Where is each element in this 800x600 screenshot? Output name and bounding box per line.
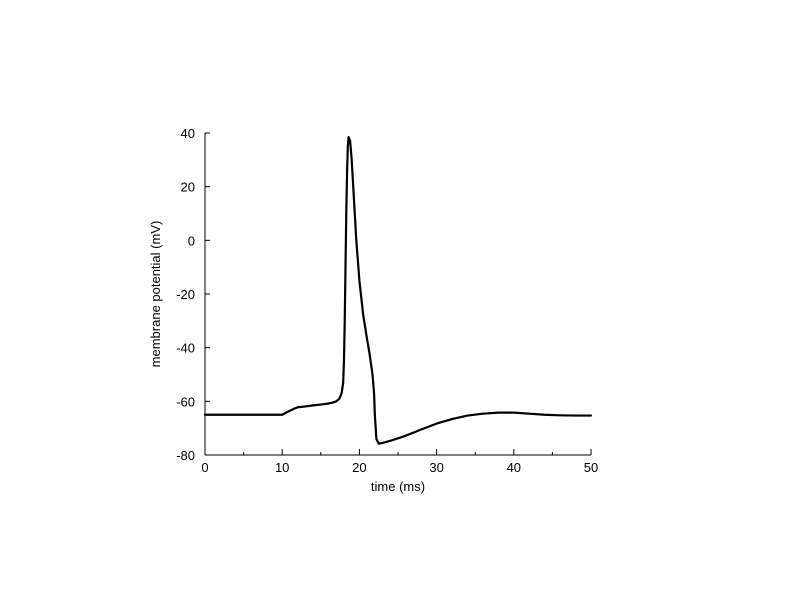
- y-axis-label: membrane potential (mV): [148, 221, 163, 368]
- y-tick-label: -40: [176, 341, 195, 356]
- x-tick-label: 20: [352, 460, 366, 475]
- y-tick-label: 0: [188, 233, 195, 248]
- x-tick-label: 50: [584, 460, 598, 475]
- axes: [204, 133, 591, 456]
- x-axis-label: time (ms): [371, 479, 425, 494]
- x-tick-label: 30: [429, 460, 443, 475]
- x-tick-label: 40: [507, 460, 521, 475]
- y-tick-label: -20: [176, 287, 195, 302]
- y-ticks: -80 -60 -40 -20 0 20 40: [176, 126, 210, 463]
- y-tick-label: -60: [176, 394, 195, 409]
- x-tick-label: 10: [275, 460, 289, 475]
- membrane-potential-line: [203, 135, 593, 445]
- x-ticks: 0 10 20 30 40 50: [201, 449, 598, 475]
- plot-series: [203, 135, 593, 445]
- y-tick-label: 20: [181, 180, 195, 195]
- y-tick-label: -80: [176, 448, 195, 463]
- y-tick-label: 40: [181, 126, 195, 141]
- x-tick-label: 0: [201, 460, 208, 475]
